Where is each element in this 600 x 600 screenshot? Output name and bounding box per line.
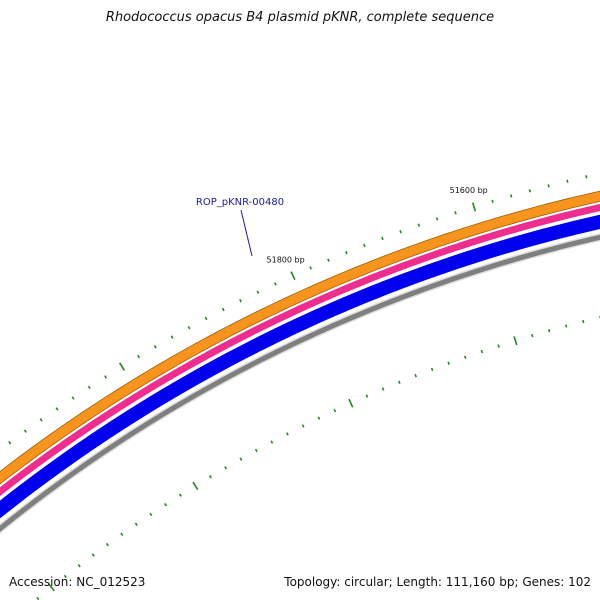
- inner-minor-tick: [582, 319, 585, 324]
- blue-feature-track[interactable]: [0, 185, 600, 535]
- topology-summary: Topology: circular; Length: 111,160 bp; …: [284, 575, 591, 589]
- outer-minor-tick: [187, 325, 191, 330]
- tick-label: 51600 bp: [450, 186, 488, 195]
- inner-minor-tick: [531, 333, 534, 338]
- outer-minor-tick: [274, 282, 277, 286]
- inner-minor-tick: [565, 324, 568, 328]
- inner-minor-tick: [91, 553, 95, 557]
- outer-minor-tick: [239, 299, 242, 303]
- inner-major-tick: [48, 583, 55, 592]
- outer-minor-tick: [39, 418, 43, 422]
- orange-feature-track[interactable]: [0, 160, 600, 516]
- tick-label: 51800 bp: [267, 255, 305, 264]
- orange-track-border: [0, 190, 600, 472]
- outer-minor-tick: [256, 290, 260, 294]
- outer-minor-tick: [204, 316, 208, 321]
- outer-major-tick: [118, 362, 126, 371]
- outer-minor-tick: [153, 345, 157, 349]
- outer-minor-tick: [55, 407, 59, 411]
- outer-minor-tick: [435, 217, 439, 221]
- outer-minor-tick: [345, 251, 348, 255]
- inner-minor-tick: [120, 532, 124, 537]
- inner-minor-tick: [134, 522, 138, 526]
- outer-minor-tick: [170, 335, 174, 339]
- outer-minor-tick: [491, 199, 494, 204]
- gene-label-leader: [240, 209, 253, 257]
- inner-major-tick: [513, 336, 518, 346]
- outer-minor-tick: [363, 243, 366, 248]
- outer-minor-tick: [221, 307, 225, 312]
- inner-minor-tick: [414, 374, 418, 378]
- outer-minor-tick: [71, 396, 75, 400]
- inner-minor-tick: [447, 361, 450, 365]
- outer-tick-ring: [8, 175, 588, 445]
- map-title: Rhodococcus opacus B4 plasmid pKNR, comp…: [105, 10, 495, 25]
- inner-minor-tick: [63, 574, 67, 579]
- inner-tick-ring: [36, 315, 600, 600]
- inner-minor-tick: [381, 387, 385, 391]
- outer-minor-tick: [585, 175, 588, 179]
- gray-feature-track[interactable]: [0, 200, 600, 546]
- outer-minor-tick: [381, 236, 384, 241]
- outer-minor-tick: [528, 189, 532, 193]
- outer-minor-tick: [399, 230, 402, 234]
- inner-minor-tick: [480, 349, 484, 354]
- inner-minor-tick: [430, 367, 434, 372]
- accession-text: Accession: NC_012523: [9, 575, 146, 589]
- inner-minor-tick: [178, 493, 182, 497]
- inner-major-tick: [348, 398, 354, 408]
- gene-label[interactable]: ROP_pKNR-00480: [196, 197, 284, 208]
- outer-major-tick: [290, 271, 296, 281]
- outer-minor-tick: [104, 375, 108, 379]
- orange-track-border: [0, 200, 600, 485]
- inner-minor-tick: [239, 457, 243, 461]
- outer-minor-tick: [8, 441, 12, 445]
- outer-minor-tick: [566, 179, 569, 183]
- inner-minor-tick: [497, 344, 500, 348]
- inner-minor-tick: [149, 512, 153, 517]
- outer-minor-tick: [23, 429, 27, 433]
- inner-minor-tick: [301, 424, 305, 428]
- inner-minor-tick: [548, 329, 551, 333]
- outer-minor-tick: [87, 385, 91, 390]
- outer-minor-tick: [417, 223, 421, 227]
- inner-minor-tick: [208, 475, 212, 479]
- inner-minor-tick: [164, 503, 168, 507]
- outer-major-tick: [471, 202, 477, 212]
- outer-minor-tick: [510, 194, 513, 198]
- inner-minor-tick: [36, 596, 40, 600]
- outer-minor-tick: [454, 211, 457, 215]
- outer-minor-tick: [547, 184, 550, 188]
- inner-minor-tick: [286, 432, 289, 436]
- inner-minor-tick: [398, 380, 401, 384]
- inner-minor-tick: [333, 408, 337, 413]
- inner-minor-tick: [317, 416, 321, 420]
- inner-minor-tick: [254, 448, 258, 453]
- inner-minor-tick: [365, 394, 369, 398]
- inner-minor-tick: [463, 355, 467, 359]
- inner-minor-tick: [77, 563, 81, 568]
- inner-minor-tick: [270, 440, 274, 444]
- outer-minor-tick: [137, 354, 141, 359]
- outer-minor-tick: [327, 258, 330, 262]
- outer-minor-tick: [309, 266, 313, 270]
- feature-tracks: [0, 160, 600, 546]
- pink-feature-track[interactable]: [0, 171, 600, 524]
- inner-major-tick: [192, 481, 199, 491]
- inner-minor-tick: [105, 542, 110, 547]
- inner-minor-tick: [224, 466, 228, 470]
